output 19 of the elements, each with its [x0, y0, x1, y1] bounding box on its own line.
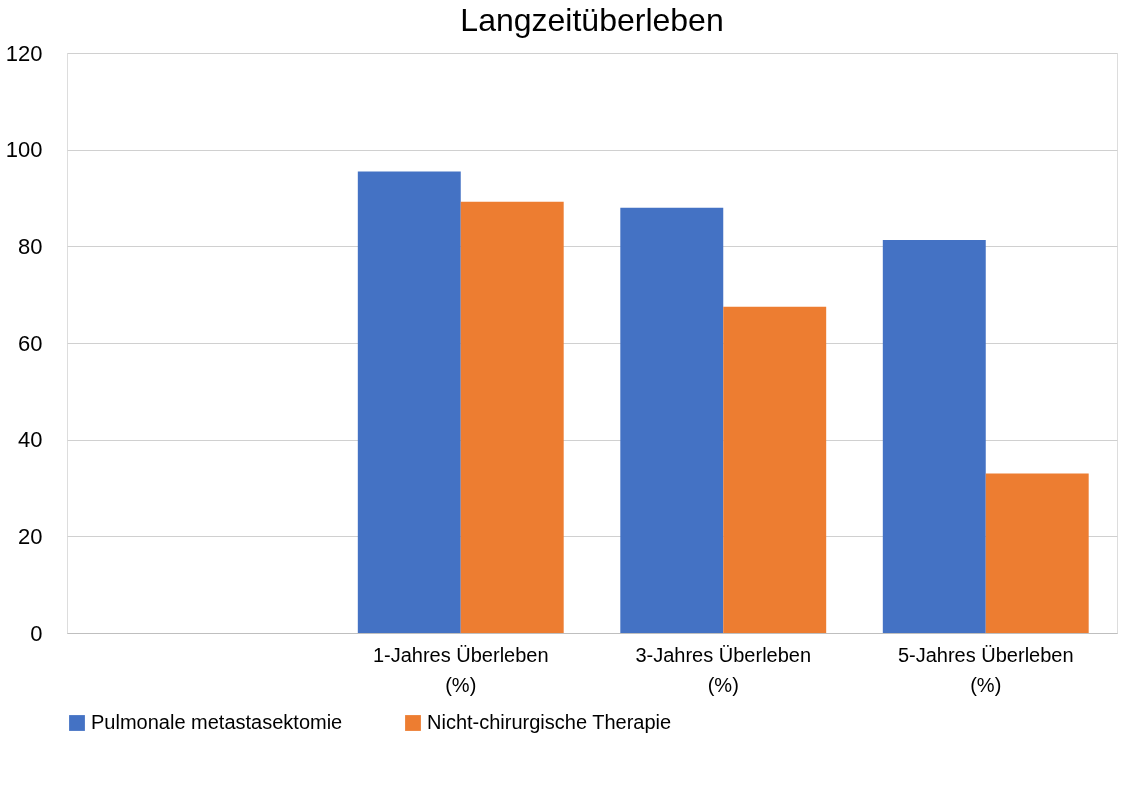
bar — [882, 240, 986, 633]
bar — [620, 207, 724, 633]
y-tick-label: 60 — [18, 330, 43, 356]
y-tick-label: 80 — [18, 233, 43, 259]
legend-label: Nicht-chirurgische Therapie — [427, 711, 672, 733]
x-tick-label: 5-Jahres Überleben (%) — [897, 643, 1074, 696]
x-tick-label: 1-Jahres Überleben (%) — [372, 643, 549, 696]
bar — [357, 171, 461, 633]
y-tick-label: 40 — [18, 427, 43, 453]
bar — [723, 306, 827, 633]
bar — [985, 473, 1089, 633]
bar — [460, 201, 564, 633]
y-tick-label: 20 — [18, 523, 43, 549]
y-tick-label: 100 — [5, 137, 43, 163]
chart-title: Langzeitüberleben — [460, 2, 724, 38]
y-tick-label: 0 — [30, 620, 43, 646]
x-tick-label: 3-Jahres Überleben (%) — [635, 643, 812, 696]
legend-label: Pulmonale metastasektomie — [91, 711, 343, 733]
y-tick-label: 120 — [5, 40, 43, 66]
